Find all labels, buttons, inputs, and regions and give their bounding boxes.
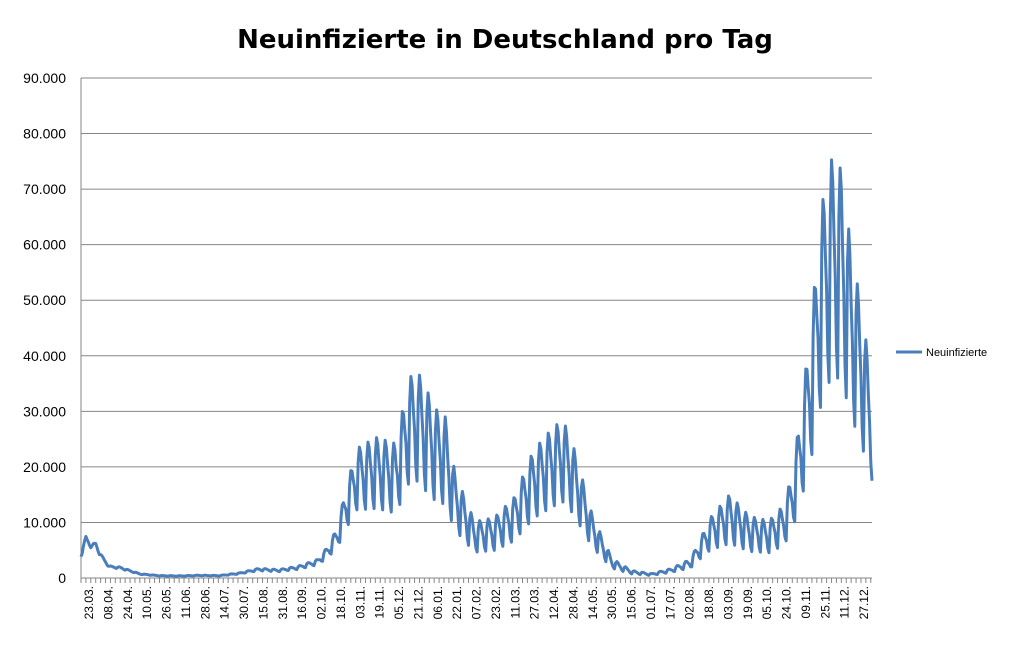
x-tick-label: 02.10.	[315, 586, 329, 619]
x-tick-label: 10.05.	[140, 586, 154, 619]
x-tick-label: 23.03.	[82, 586, 96, 619]
x-tick-label: 24.04.	[121, 586, 135, 619]
x-tick-label: 11.03.	[508, 586, 522, 618]
gridlines	[81, 77, 872, 523]
x-tick-label: 12.04.	[547, 586, 561, 619]
x-tick-label: 18.10.	[334, 586, 348, 619]
x-tick-label: 19.11.	[373, 586, 387, 618]
x-tick-label: 22.01.	[450, 586, 464, 619]
x-tick-label: 09.11.	[799, 586, 813, 618]
series-layer	[79, 158, 874, 578]
x-tick-label: 08.04.	[101, 586, 115, 619]
x-tick-label: 25.11.	[818, 586, 832, 618]
x-tick-label: 11.12.	[838, 586, 852, 618]
axes	[80, 78, 872, 583]
chart-title: Neuinfizierte in Deutschland pro Tag	[237, 25, 773, 55]
x-tick-label: 27.12.	[857, 586, 871, 619]
x-tick-label: 03.09.	[721, 586, 735, 619]
x-tick-label: 27.03.	[528, 586, 542, 619]
x-tick-label: 19.09.	[741, 586, 755, 619]
x-tick-label: 14.05.	[586, 586, 600, 619]
x-tick-label: 30.05.	[605, 586, 619, 619]
y-tick-label: 60.000	[23, 237, 66, 253]
x-tick-label: 21.12.	[411, 586, 425, 619]
y-tick-label: 20.000	[23, 459, 66, 475]
x-tick-label: 30.07.	[237, 586, 251, 619]
x-tick-label: 24.10.	[780, 586, 794, 619]
x-tick-label: 01.07.	[644, 586, 658, 619]
x-tick-label: 05.10.	[760, 586, 774, 619]
y-tick-label: 10.000	[23, 514, 66, 530]
x-tick-label: 11.06.	[179, 586, 193, 618]
legend-label: Neuinfizierte	[926, 347, 987, 359]
x-tick-label: 03.11.	[353, 586, 367, 618]
x-tick-label: 14.07.	[218, 586, 232, 619]
y-tick-labels: 0 10.000 20.000 30.000 40.000 50.000 60.000 70.…	[23, 70, 66, 586]
y-tick-label: 40.000	[23, 348, 66, 364]
series-line-neuinfizierte	[79, 158, 874, 578]
x-tick-label: 31.08.	[276, 586, 290, 619]
x-tick-label: 28.04.	[566, 586, 580, 619]
x-tick-label: 05.12.	[392, 586, 406, 619]
x-tick-label: 17.07.	[663, 586, 677, 619]
x-tick-label: 07.02.	[470, 586, 484, 619]
x-tick-label: 18.08.	[702, 586, 716, 619]
y-tick-label: 80.000	[23, 126, 66, 142]
y-tick-label: 70.000	[23, 181, 66, 197]
legend: Neuinfizierte	[896, 347, 987, 359]
y-tick-label: 90.000	[23, 70, 66, 86]
x-tick-label: 02.08.	[683, 586, 697, 619]
x-tick-label: 23.02.	[489, 586, 503, 619]
x-tick-label: 06.01.	[431, 586, 445, 619]
y-tick-label: 0	[58, 570, 66, 586]
y-tick-label: 30.000	[23, 403, 66, 419]
x-tick-labels: 23.03. 08.04. 24.04. 10.05. 26.05. 11.06. 28.0…	[82, 586, 871, 619]
x-tick-label: 26.05.	[160, 586, 174, 619]
x-tick-label: 28.06.	[198, 586, 212, 619]
x-tick-label: 15.08.	[256, 586, 270, 619]
y-tick-label: 50.000	[23, 292, 66, 308]
x-tick-label: 16.09.	[295, 586, 309, 619]
x-tick-label: 15.06.	[625, 586, 639, 619]
